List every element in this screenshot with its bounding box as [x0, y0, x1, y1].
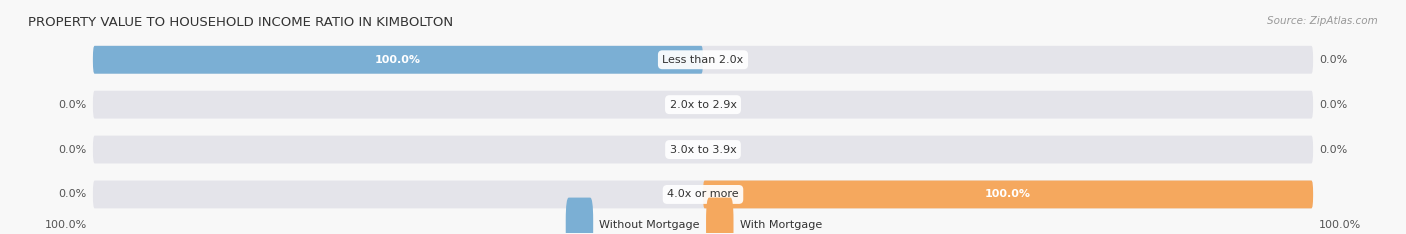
Text: Source: ZipAtlas.com: Source: ZipAtlas.com: [1267, 16, 1378, 26]
Text: 100.0%: 100.0%: [1319, 220, 1361, 230]
Text: 0.0%: 0.0%: [1319, 55, 1347, 65]
Text: 0.0%: 0.0%: [59, 100, 87, 110]
Text: 100.0%: 100.0%: [986, 190, 1031, 199]
FancyBboxPatch shape: [93, 136, 1313, 164]
Text: 0.0%: 0.0%: [1319, 145, 1347, 154]
FancyBboxPatch shape: [703, 180, 1313, 208]
Text: 4.0x or more: 4.0x or more: [668, 190, 738, 199]
FancyBboxPatch shape: [706, 197, 734, 234]
Text: Less than 2.0x: Less than 2.0x: [662, 55, 744, 65]
Text: 0.0%: 0.0%: [59, 190, 87, 199]
FancyBboxPatch shape: [93, 46, 703, 74]
Text: 0.0%: 0.0%: [1319, 100, 1347, 110]
Text: 3.0x to 3.9x: 3.0x to 3.9x: [669, 145, 737, 154]
Text: 0.0%: 0.0%: [59, 145, 87, 154]
Text: Without Mortgage: Without Mortgage: [599, 220, 700, 230]
Text: 100.0%: 100.0%: [375, 55, 420, 65]
Text: PROPERTY VALUE TO HOUSEHOLD INCOME RATIO IN KIMBOLTON: PROPERTY VALUE TO HOUSEHOLD INCOME RATIO…: [28, 16, 453, 29]
FancyBboxPatch shape: [93, 46, 1313, 74]
Text: With Mortgage: With Mortgage: [740, 220, 823, 230]
Text: 100.0%: 100.0%: [45, 220, 87, 230]
FancyBboxPatch shape: [565, 197, 593, 234]
FancyBboxPatch shape: [93, 180, 1313, 208]
FancyBboxPatch shape: [93, 91, 1313, 119]
Text: 2.0x to 2.9x: 2.0x to 2.9x: [669, 100, 737, 110]
